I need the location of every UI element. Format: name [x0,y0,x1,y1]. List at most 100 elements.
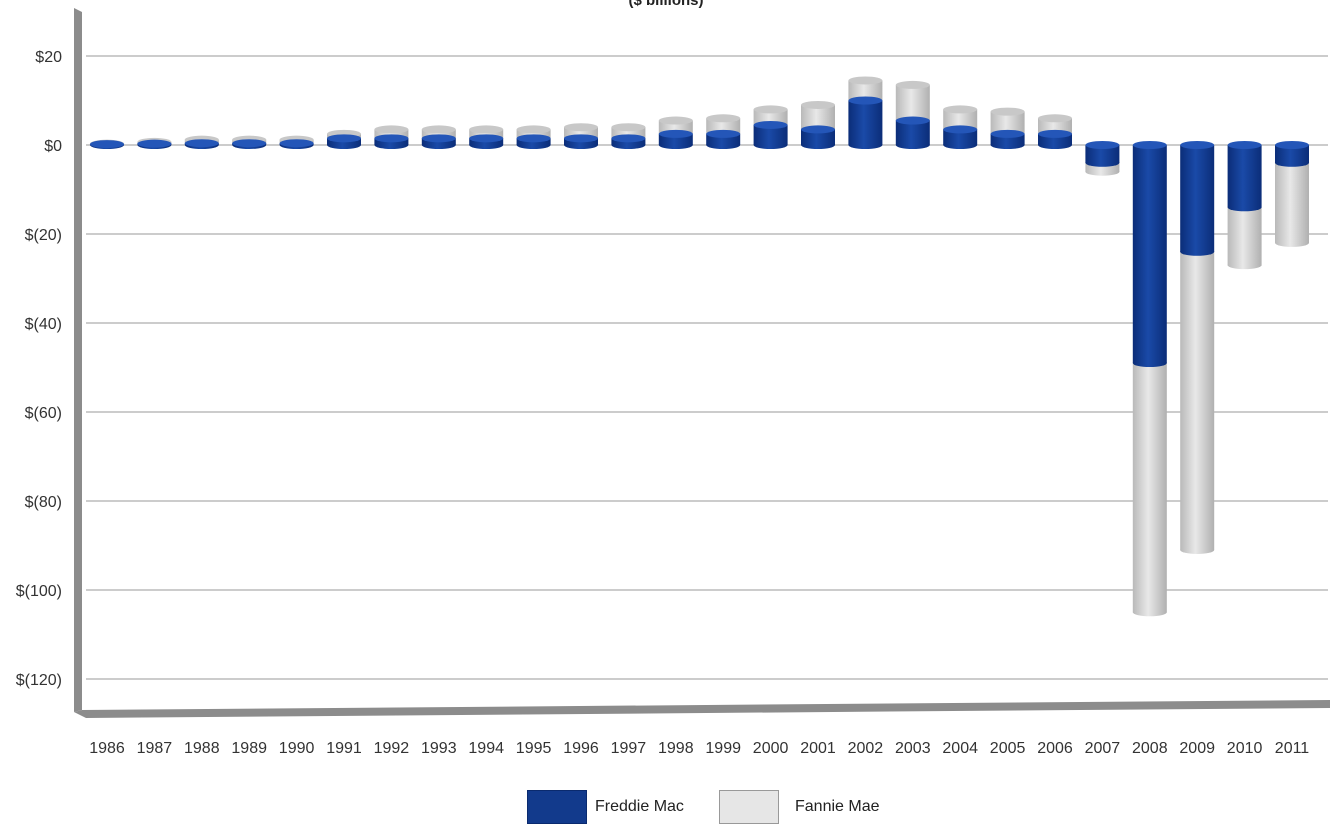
legend-item-freddie-mac: Freddie Mac [527,790,684,824]
bar-freddie-mac-2008 [1133,141,1167,367]
x-tick-label: 1996 [563,740,599,757]
bar-freddie-mac-2000 [754,121,788,149]
bar-freddie-mac-2011-base [1275,159,1309,167]
bar-freddie-mac-1994 [469,134,503,149]
x-tick-label: 1987 [137,740,173,757]
bar-freddie-mac-2004 [943,125,977,149]
bar-freddie-mac-2004-base [943,141,977,149]
bar-freddie-mac-2001-cap [801,125,835,133]
y-tick-label: $(80) [25,494,62,511]
bar-freddie-mac-2006 [1038,130,1072,149]
x-tick-label: 1995 [516,740,552,757]
x-tick-label: 1992 [374,740,410,757]
bar-fannie-mae-2008-body [1133,363,1167,612]
y-tick-label: $(20) [25,227,62,244]
bar-freddie-mac-2010-base [1228,203,1262,211]
legend-item-fannie-mae: Fannie Mae [719,790,880,824]
bar-freddie-mac-2008-base [1133,359,1167,367]
bar-freddie-mac-2006-cap [1038,130,1072,138]
bar-freddie-mac-2002-cap [848,97,882,105]
x-tick-label: 2001 [800,740,836,757]
bar-freddie-mac-2009-base [1180,248,1214,256]
x-tick-label: 2009 [1179,740,1215,757]
bar-freddie-mac-2005 [991,130,1025,149]
bar-fannie-mae-2000-cap [754,105,788,113]
bar-freddie-mac-1991 [327,134,361,149]
x-axis-floor [74,700,1330,718]
bar-freddie-mac-2007 [1085,141,1119,167]
bar-fannie-mae-2011 [1275,159,1309,247]
bar-freddie-mac-1989-cap [232,139,266,147]
bar-freddie-mac-2005-base [991,141,1025,149]
x-tick-label: 2010 [1227,740,1263,757]
bar-freddie-mac-1997 [611,134,645,149]
x-tick-label: 1991 [326,740,362,757]
legend-swatch-freddie-mac [527,790,587,824]
bar-freddie-mac-2001 [801,125,835,149]
bar-freddie-mac-2010-cap [1228,141,1262,149]
x-tick-label: 2006 [1037,740,1073,757]
x-tick-label: 2007 [1085,740,1121,757]
bar-freddie-mac-2008-cap [1133,141,1167,149]
bar-fannie-mae-2011-body [1275,163,1309,243]
bar-freddie-mac-1988-cap [185,139,219,147]
x-tick-label: 2005 [990,740,1026,757]
x-tick-label: 1988 [184,740,220,757]
bar-freddie-mac-2009-cap [1180,141,1214,149]
bar-fannie-mae-2010-body [1228,207,1262,265]
bar-fannie-mae-1997-cap [611,123,645,131]
bar-fannie-mae-2008-base [1133,608,1167,616]
bar-fannie-mae-2004-cap [943,105,977,113]
bar-freddie-mac-2006-base [1038,141,1072,149]
bar-freddie-mac-2007-cap [1085,141,1119,149]
bar-freddie-mac-1990-cap [280,139,314,147]
bar-freddie-mac-1996-cap [564,134,598,142]
bar-freddie-mac-2007-base [1085,159,1119,167]
bar-fannie-mae-1992-cap [374,125,408,133]
bar-freddie-mac-2002-base [848,141,882,149]
bar-fannie-mae-2011-base [1275,239,1309,247]
bar-fannie-mae-2002-cap [848,76,882,84]
bar-freddie-mac-2011 [1275,141,1309,167]
bar-freddie-mac-1995 [517,134,551,149]
bar-freddie-mac-2005-cap [991,130,1025,138]
legend-swatch-fannie-mae [719,790,779,824]
x-tick-label: 1994 [468,740,504,757]
bar-fannie-mae-1996-cap [564,123,598,131]
x-tick-label: 2003 [895,740,931,757]
bar-fannie-mae-1994-cap [469,125,503,133]
bar-fannie-mae-2001-cap [801,101,835,109]
bar-fannie-mae-1999-cap [706,114,740,122]
bar-freddie-mac-1987-cap [137,140,171,148]
bar-freddie-mac-1999-cap [706,130,740,138]
x-tick-label: 1993 [421,740,457,757]
bar-freddie-mac-1998-base [659,141,693,149]
bar-freddie-mac-1987 [137,140,171,149]
bar-fannie-mae-2009-base [1180,546,1214,554]
bar-freddie-mac-2000-cap [754,121,788,129]
bar-fannie-mae-1993-cap [422,125,456,133]
bar-fannie-mae-2007-base [1085,168,1119,176]
bar-chart: $20$0$(20)$(40)$(60)$(80)$(100)$(120) 19… [0,0,1332,790]
bar-freddie-mac-1993 [422,134,456,149]
x-tick-label: 2004 [942,740,978,757]
bar-freddie-mac-2003-base [896,141,930,149]
bar-fannie-mae-2010 [1228,203,1262,269]
bar-freddie-mac-2002 [848,97,882,150]
bar-freddie-mac-1995-cap [517,134,551,142]
bar-freddie-mac-2003-cap [896,117,930,125]
bar-fannie-mae-2006-cap [1038,114,1072,122]
y-tick-label: $(100) [16,583,62,600]
bar-freddie-mac-2000-base [754,141,788,149]
x-tick-label: 1999 [705,740,741,757]
y-tick-label: $0 [44,138,62,155]
bar-freddie-mac-1999 [706,130,740,149]
bar-freddie-mac-2010-body [1228,145,1262,207]
bar-freddie-mac-1986-cap [90,140,124,148]
y-tick-label: $(40) [25,316,62,333]
x-tick-label: 2000 [753,740,789,757]
bar-freddie-mac-1997-cap [611,134,645,142]
bar-freddie-mac-2003 [896,117,930,149]
y-axis-wall [74,8,82,712]
bar-fannie-mae-2008 [1133,359,1167,616]
